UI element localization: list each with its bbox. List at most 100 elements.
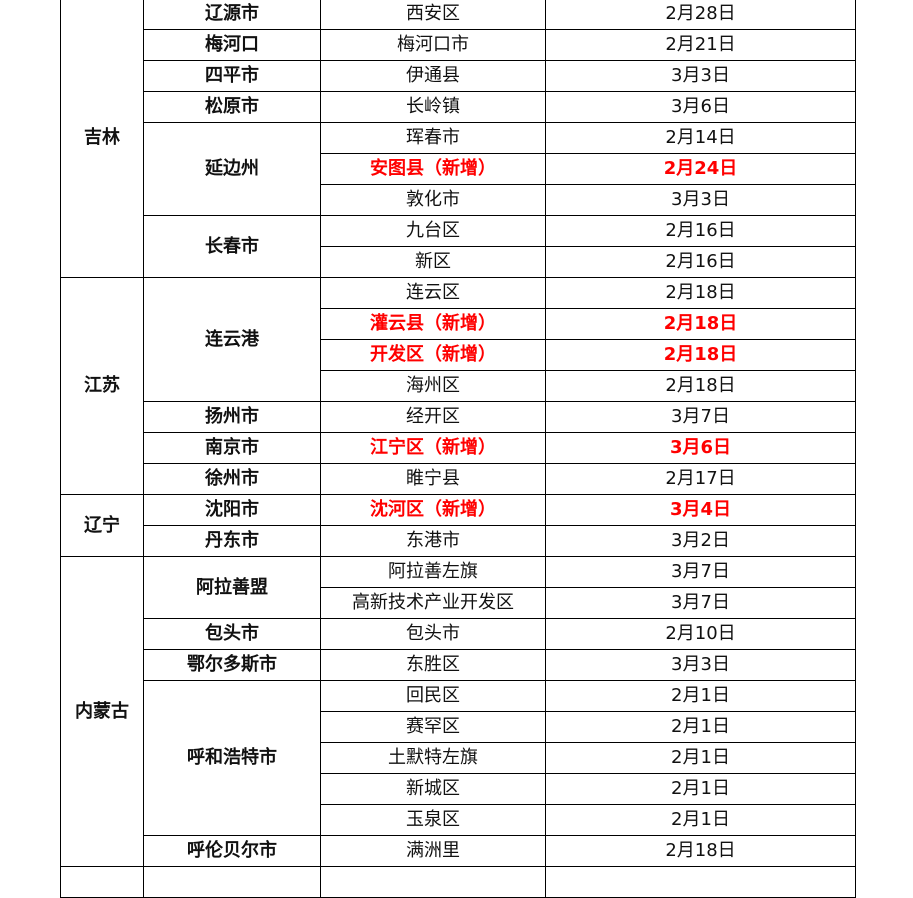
district-cell: 东港市 <box>320 525 546 557</box>
district-cell: 土默特左旗 <box>320 742 546 774</box>
date-cell: 3月3日 <box>545 184 856 216</box>
table-row: 延边州 珲春市 2月14日 <box>61 122 856 216</box>
date-cell: 3月2日 <box>545 525 856 557</box>
date-cell: 2月24日 <box>545 153 856 185</box>
district-cell: 开发区（新增） <box>320 339 546 371</box>
date-cell: 3月6日 <box>545 91 856 123</box>
date-cell: 2月18日 <box>545 370 856 402</box>
district-cell: 西安区 <box>320 0 546 30</box>
date-cell: 3月7日 <box>545 401 856 433</box>
date-cell: 2月28日 <box>545 0 856 30</box>
empty-cell <box>320 866 546 898</box>
district-cell: 阿拉善左旗 <box>320 556 546 588</box>
city-cell: 丹东市 <box>143 525 321 557</box>
district-cell: 江宁区（新增） <box>320 432 546 464</box>
city-cell: 扬州市 <box>143 401 321 433</box>
district-cell: 东胜区 <box>320 649 546 681</box>
table-row: 梅河口 梅河口市 2月21日 <box>61 29 856 61</box>
date-cell: 3月6日 <box>545 432 856 464</box>
district-cell: 安图县（新增） <box>320 153 546 185</box>
date-cell: 2月17日 <box>545 463 856 495</box>
table-row: 徐州市 睢宁县 2月17日 <box>61 463 856 495</box>
city-cell: 四平市 <box>143 60 321 92</box>
date-cell: 3月4日 <box>545 494 856 526</box>
district-cell: 伊通县 <box>320 60 546 92</box>
table-row: 长春市 九台区 2月16日 <box>61 215 856 278</box>
table-row: 内蒙古 阿拉善盟 阿拉善左旗 3月7日 <box>60 556 856 867</box>
table-row: 呼和浩特市 回民区 2月1日 <box>61 680 856 836</box>
table-row: 敦化市 3月3日 <box>61 184 856 216</box>
city-cell: 徐州市 <box>143 463 321 495</box>
district-cell: 新城区 <box>320 773 546 805</box>
date-cell: 2月1日 <box>545 680 856 712</box>
city-cell: 包头市 <box>143 618 321 650</box>
district-cell: 包头市 <box>320 618 546 650</box>
table-row: 丹东市 东港市 3月2日 <box>61 525 856 557</box>
table-row: 包头市 包头市 2月10日 <box>61 618 856 650</box>
table-row: 呼伦贝尔市 满洲里 2月18日 <box>61 835 856 867</box>
date-cell: 2月18日 <box>545 339 856 371</box>
table-row-partial <box>60 866 856 898</box>
district-cell: 高新技术产业开发区 <box>320 587 546 619</box>
table-row: 吉林 辽源市 西安区 2月28日 <box>60 0 856 278</box>
city-cell: 阿拉善盟 <box>143 556 321 619</box>
date-cell: 2月1日 <box>545 742 856 774</box>
date-cell: 2月1日 <box>545 773 856 805</box>
district-cell: 沈河区（新增） <box>320 494 546 526</box>
city-cell: 连云港 <box>143 277 321 402</box>
city-cell: 松原市 <box>143 91 321 123</box>
empty-cell <box>143 866 321 898</box>
province-cell: 辽宁 <box>60 494 144 557</box>
district-cell: 回民区 <box>320 680 546 712</box>
date-cell: 2月14日 <box>545 122 856 154</box>
outbreak-area-table: 吉林 辽源市 西安区 2月28日 梅河口 梅河口市 2月21日 四平市 伊通县 3月3日 松原市 长岭… <box>60 0 856 898</box>
table-row: 松原市 长岭镇 3月6日 <box>61 91 856 123</box>
city-cell: 鄂尔多斯市 <box>143 649 321 681</box>
district-cell: 长岭镇 <box>320 91 546 123</box>
province-cell: 江苏 <box>60 277 144 495</box>
district-cell: 满洲里 <box>320 835 546 867</box>
table-row: 四平市 伊通县 3月3日 <box>61 60 856 92</box>
city-cell: 呼伦贝尔市 <box>143 835 321 867</box>
date-cell: 2月10日 <box>545 618 856 650</box>
city-cell: 延边州 <box>143 122 321 216</box>
date-cell: 2月21日 <box>545 29 856 61</box>
table-row: 辽宁 沈阳市 沈河区（新增） 3月4日 <box>60 494 856 557</box>
city-cell: 辽源市 <box>143 0 321 30</box>
date-cell: 3月7日 <box>545 587 856 619</box>
district-cell: 海州区 <box>320 370 546 402</box>
date-cell: 2月16日 <box>545 215 856 247</box>
district-cell: 梅河口市 <box>320 29 546 61</box>
empty-cell <box>60 866 144 898</box>
date-cell: 2月18日 <box>545 277 856 309</box>
province-cell: 内蒙古 <box>60 556 144 867</box>
date-cell: 2月18日 <box>545 308 856 340</box>
district-cell: 赛罕区 <box>320 711 546 743</box>
date-cell: 2月18日 <box>545 835 856 867</box>
district-cell: 经开区 <box>320 401 546 433</box>
table-row: 开发区（新增） 2月18日 <box>61 339 856 371</box>
city-cell: 沈阳市 <box>143 494 321 526</box>
date-cell: 2月1日 <box>545 804 856 836</box>
district-cell: 新区 <box>320 246 546 278</box>
table-row: 高新技术产业开发区 3月7日 <box>61 587 856 619</box>
province-cell: 吉林 <box>60 0 144 278</box>
date-cell: 3月3日 <box>545 649 856 681</box>
date-cell: 3月3日 <box>545 60 856 92</box>
district-cell: 灌云县（新增） <box>320 308 546 340</box>
district-cell: 玉泉区 <box>320 804 546 836</box>
table-row: 扬州市 经开区 3月7日 <box>61 401 856 433</box>
district-cell: 连云区 <box>320 277 546 309</box>
table-row: 安图县（新增） 2月24日 <box>61 153 856 185</box>
table-row: 鄂尔多斯市 东胜区 3月3日 <box>61 649 856 681</box>
district-cell: 九台区 <box>320 215 546 247</box>
district-cell: 敦化市 <box>320 184 546 216</box>
date-cell: 2月1日 <box>545 711 856 743</box>
city-cell: 长春市 <box>143 215 321 278</box>
city-cell: 南京市 <box>143 432 321 464</box>
city-cell: 呼和浩特市 <box>143 680 321 836</box>
table-row: 新区 2月16日 <box>61 246 856 278</box>
date-cell: 2月16日 <box>545 246 856 278</box>
table-row: 赛罕区 2月1日 <box>61 711 856 743</box>
table-row: 海州区 2月18日 <box>61 370 856 402</box>
